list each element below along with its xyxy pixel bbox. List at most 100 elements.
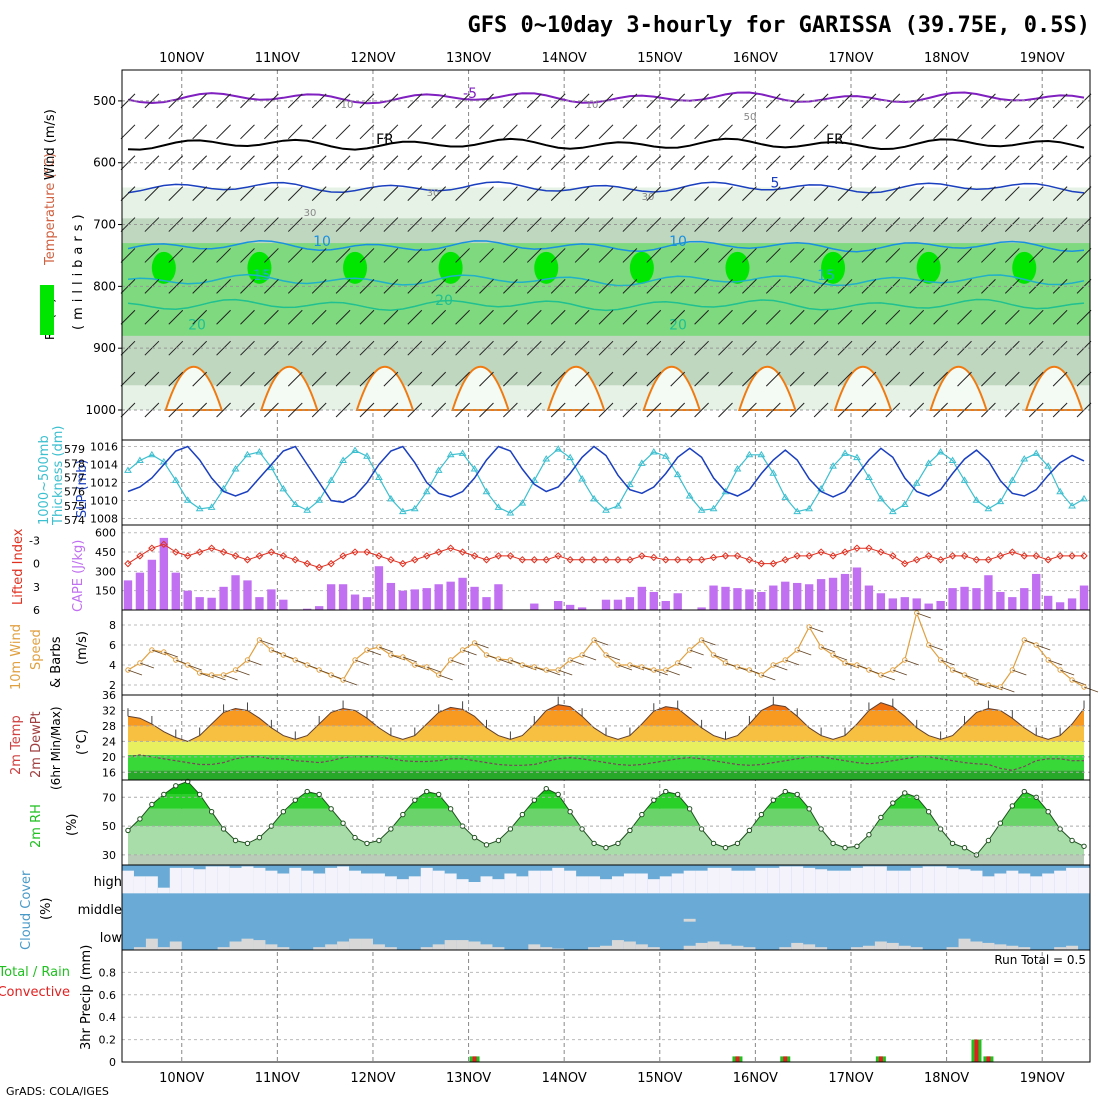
wind-barb bbox=[168, 124, 184, 140]
thickness-point bbox=[1032, 449, 1041, 456]
lifted-index-point bbox=[303, 559, 311, 568]
wind-barb bbox=[1076, 309, 1092, 325]
wind-barb-10m bbox=[558, 669, 573, 676]
wind-barb bbox=[287, 309, 303, 325]
day-label-top: 10NOV bbox=[159, 51, 204, 66]
cloud-cover-bar-high bbox=[719, 867, 732, 894]
cloud-cover-bar-high bbox=[241, 866, 254, 894]
wind-barb bbox=[240, 279, 255, 294]
cape-bar bbox=[1055, 602, 1065, 610]
cloud-cover-bar-high bbox=[564, 870, 577, 894]
thickness-point bbox=[649, 447, 658, 455]
thickness-point bbox=[745, 450, 754, 458]
cape-tick-label: 150 bbox=[95, 585, 116, 598]
wind-barb bbox=[287, 124, 303, 140]
temperature-contour bbox=[127, 240, 1085, 253]
day-label-bottom: 14NOV bbox=[542, 1071, 587, 1086]
thickness-point bbox=[315, 496, 324, 503]
cloud-cover-bar-high bbox=[361, 873, 373, 894]
wind-barb bbox=[264, 93, 279, 109]
wind-barb bbox=[144, 155, 160, 171]
cloud-cover-bar-low bbox=[600, 945, 612, 950]
cloud-cover-bar-high bbox=[600, 879, 612, 894]
rh-saturated-patch bbox=[151, 251, 176, 284]
wind-barb bbox=[622, 248, 638, 263]
lifted-index-point bbox=[339, 552, 347, 560]
cape-bar bbox=[733, 588, 742, 610]
wind-barb bbox=[1004, 124, 1020, 140]
rh2m-point bbox=[1057, 826, 1063, 832]
wind-speed-point bbox=[376, 644, 382, 650]
cape-bar bbox=[315, 606, 324, 610]
day-label-bottom: 10NOV bbox=[159, 1071, 204, 1086]
precip-convective-bar bbox=[472, 1056, 477, 1062]
wind-barb bbox=[503, 248, 518, 263]
wind-barb bbox=[383, 279, 399, 294]
wind-barb bbox=[718, 371, 733, 387]
rh-color-band bbox=[127, 854, 1085, 865]
lifted-index-point bbox=[614, 556, 622, 564]
cape-bar bbox=[530, 603, 539, 610]
lifted-index-point bbox=[960, 552, 969, 560]
cloud-cover-bar-low bbox=[325, 944, 338, 950]
cloud-cover-bar-high bbox=[731, 870, 744, 894]
rh2m-point bbox=[543, 785, 549, 792]
precip-run-total: Run Total = 0.5 bbox=[994, 953, 1086, 967]
wind-barb bbox=[837, 371, 853, 387]
wind-barb bbox=[120, 186, 136, 201]
rh2m-point bbox=[758, 811, 765, 818]
wind-barb bbox=[479, 309, 494, 325]
upper-panel-labels: Temperature (°C) bbox=[43, 153, 58, 266]
lifted-index-point bbox=[136, 552, 144, 560]
cape-bar bbox=[661, 600, 670, 610]
wind-barb bbox=[311, 309, 327, 325]
lifted-index-point bbox=[650, 553, 658, 562]
wind-barb bbox=[335, 402, 351, 418]
wind-barb bbox=[598, 155, 614, 171]
cape-bar bbox=[410, 589, 419, 610]
lifted-index-point bbox=[375, 552, 383, 560]
wind-barb bbox=[216, 279, 231, 294]
slp-tick-label: 1008 bbox=[90, 513, 118, 526]
wind-barb bbox=[168, 248, 184, 263]
wind-barb bbox=[264, 155, 279, 171]
wind-barb-10m bbox=[713, 654, 728, 661]
cloud-cover-bar-high bbox=[970, 870, 983, 894]
lifted-index-point bbox=[351, 548, 359, 556]
rh2m-point bbox=[125, 827, 131, 834]
surface-heat-lobe bbox=[451, 365, 510, 411]
cloud-cover-bar-high bbox=[122, 870, 134, 894]
wind-barb bbox=[813, 155, 829, 171]
wind-barb bbox=[1028, 309, 1044, 325]
temperature-contour bbox=[127, 298, 1085, 312]
wind-barb bbox=[1076, 248, 1092, 263]
wind-barb bbox=[598, 124, 614, 140]
wind-barb bbox=[598, 309, 614, 325]
cloud-cover-bar-high bbox=[540, 870, 553, 894]
wind-barb bbox=[479, 340, 494, 356]
thickness-point bbox=[1044, 462, 1053, 469]
wind-barb bbox=[622, 124, 638, 140]
rh2m-point bbox=[304, 788, 310, 795]
wind-barb bbox=[359, 309, 375, 325]
rh2m-point bbox=[878, 814, 884, 821]
thickness-point bbox=[482, 487, 491, 495]
thickness-point bbox=[841, 449, 849, 456]
rh-saturated-patch bbox=[629, 251, 654, 284]
cloud-cover-bar-low bbox=[647, 947, 660, 950]
thickness-point bbox=[279, 484, 288, 492]
wind-barb bbox=[837, 248, 853, 263]
thickness-point bbox=[590, 494, 598, 502]
cloud-cover-bar-low bbox=[719, 944, 732, 950]
wind-barb bbox=[526, 371, 542, 387]
cloud-cover-bar-high bbox=[635, 873, 648, 894]
cloud-cover-bar-high bbox=[1042, 873, 1055, 894]
wind-barb bbox=[168, 371, 184, 387]
contour-label: FR bbox=[376, 132, 394, 148]
wind-barb bbox=[431, 248, 447, 263]
thickness-line bbox=[127, 448, 1085, 514]
cape-bar bbox=[1043, 595, 1053, 610]
temp-tick-label: 32 bbox=[102, 704, 116, 717]
pressure-tick-label: 800 bbox=[93, 279, 116, 293]
wind-barb bbox=[192, 155, 208, 171]
